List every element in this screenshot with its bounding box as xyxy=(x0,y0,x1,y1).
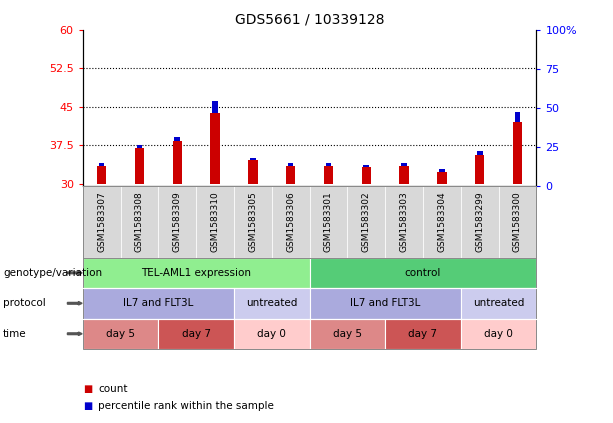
Text: TEL-AML1 expression: TEL-AML1 expression xyxy=(141,268,251,278)
Bar xyxy=(512,122,522,184)
Bar xyxy=(137,145,142,148)
Text: IL7 and FLT3L: IL7 and FLT3L xyxy=(350,298,421,308)
Text: GSM1583309: GSM1583309 xyxy=(173,192,182,252)
Text: GSM1583299: GSM1583299 xyxy=(475,192,484,252)
Bar xyxy=(97,165,107,184)
Text: day 5: day 5 xyxy=(333,329,362,339)
Text: untreated: untreated xyxy=(473,298,524,308)
Text: day 7: day 7 xyxy=(408,329,438,339)
Text: day 0: day 0 xyxy=(484,329,513,339)
Text: day 0: day 0 xyxy=(257,329,286,339)
Text: percentile rank within the sample: percentile rank within the sample xyxy=(98,401,274,411)
Bar xyxy=(210,113,220,184)
Bar xyxy=(135,148,144,184)
Text: ■: ■ xyxy=(83,401,92,411)
Bar xyxy=(477,151,482,155)
Bar xyxy=(475,155,484,184)
Text: count: count xyxy=(98,384,128,394)
Text: day 5: day 5 xyxy=(106,329,135,339)
Bar xyxy=(439,170,444,172)
Bar xyxy=(175,137,180,141)
Text: GSM1583300: GSM1583300 xyxy=(513,192,522,252)
Text: GDS5661 / 10339128: GDS5661 / 10339128 xyxy=(235,13,384,27)
Bar xyxy=(364,165,369,167)
Bar xyxy=(172,141,182,184)
Bar xyxy=(250,158,256,160)
Text: IL7 and FLT3L: IL7 and FLT3L xyxy=(123,298,194,308)
Text: GSM1583308: GSM1583308 xyxy=(135,192,144,252)
Bar xyxy=(399,165,409,184)
Bar xyxy=(286,165,295,184)
Text: GSM1583304: GSM1583304 xyxy=(437,192,446,252)
Bar xyxy=(99,163,104,165)
Text: GSM1583306: GSM1583306 xyxy=(286,192,295,252)
Text: GSM1583303: GSM1583303 xyxy=(400,192,409,252)
Bar xyxy=(326,163,331,165)
Text: GSM1583307: GSM1583307 xyxy=(97,192,106,252)
Text: day 7: day 7 xyxy=(181,329,211,339)
Bar xyxy=(324,165,333,184)
Bar xyxy=(212,101,218,113)
Bar xyxy=(402,163,407,165)
Text: ■: ■ xyxy=(83,384,92,394)
Text: GSM1583301: GSM1583301 xyxy=(324,192,333,252)
Bar xyxy=(248,160,257,184)
Text: GSM1583302: GSM1583302 xyxy=(362,192,371,252)
Text: control: control xyxy=(405,268,441,278)
Bar xyxy=(362,167,371,184)
Text: protocol: protocol xyxy=(3,298,46,308)
Bar xyxy=(437,172,447,184)
Text: untreated: untreated xyxy=(246,298,297,308)
Text: genotype/variation: genotype/variation xyxy=(3,268,102,278)
Bar xyxy=(288,163,294,165)
Text: GSM1583310: GSM1583310 xyxy=(210,192,219,252)
Text: GSM1583305: GSM1583305 xyxy=(248,192,257,252)
Text: time: time xyxy=(3,329,27,339)
Bar xyxy=(515,112,520,122)
